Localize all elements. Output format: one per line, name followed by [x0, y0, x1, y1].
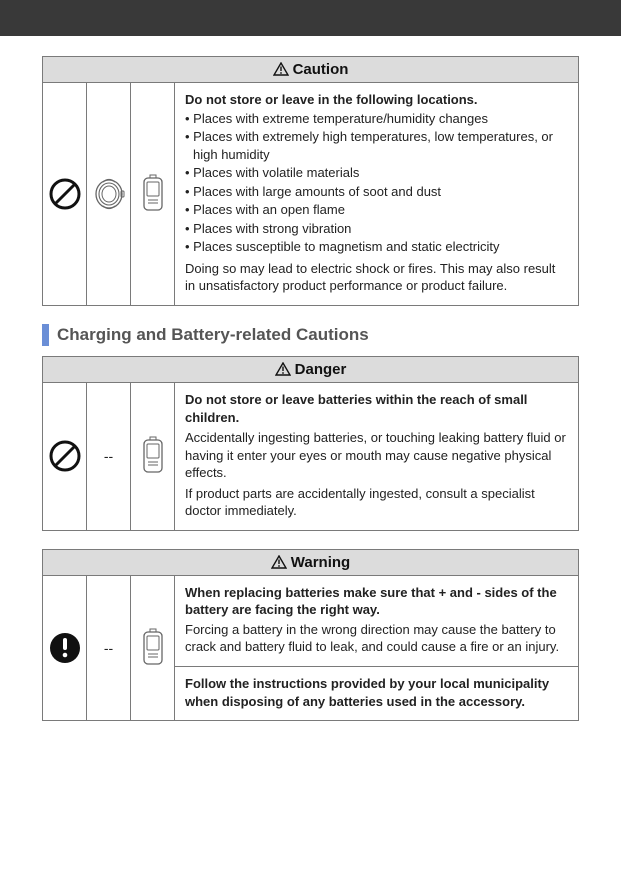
danger-content: Do not store or leave batteries within t… [175, 383, 579, 531]
caution-bullet: Places with strong vibration [185, 220, 568, 238]
caution-content: Do not store or leave in the following l… [175, 83, 579, 306]
warning-body1: Forcing a battery in the wrong direction… [185, 621, 568, 656]
warning-triangle-icon [275, 362, 291, 376]
warning-table: Warning -- [42, 549, 579, 721]
caution-bullet: Places susceptible to magnetism and stat… [185, 238, 568, 256]
prohibit-icon [48, 439, 82, 473]
device-icon [140, 174, 166, 214]
mandatory-icon-cell [43, 575, 87, 720]
warning-header-text: Warning [291, 554, 350, 571]
warning-dash: -- [87, 575, 131, 720]
danger-header-text: Danger [295, 361, 347, 378]
watch-icon-cell [87, 83, 131, 306]
caution-header: Caution [43, 57, 579, 83]
device-icon-cell [131, 575, 175, 720]
page-content: Caution [0, 36, 621, 779]
warning-content-2: Follow the instructions provided by your… [175, 667, 579, 721]
caution-table: Caution [42, 56, 579, 306]
danger-body2: If product parts are accidentally ingest… [185, 485, 568, 520]
warning-content-1: When replacing batteries make sure that … [175, 575, 579, 666]
mandatory-icon [48, 631, 82, 665]
danger-table: Danger -- Do not stor [42, 356, 579, 531]
device-icon [140, 628, 166, 668]
caution-bullet: Places with an open flame [185, 201, 568, 219]
heading-accent-bar [42, 324, 49, 346]
watch-icon [92, 174, 126, 214]
section-heading: Charging and Battery-related Cautions [42, 324, 579, 346]
danger-intro: Do not store or leave batteries within t… [185, 392, 527, 425]
caution-bullet: Places with large amounts of soot and du… [185, 183, 568, 201]
warning-bold2: Follow the instructions provided by your… [185, 676, 549, 709]
device-icon-cell [131, 383, 175, 531]
caution-outro: Doing so may lead to electric shock or f… [185, 260, 568, 295]
section-heading-text: Charging and Battery-related Cautions [57, 325, 369, 345]
device-icon [140, 436, 166, 476]
top-bar [0, 0, 621, 36]
warning-bold1: When replacing batteries make sure that … [185, 585, 557, 618]
caution-bullet: Places with extreme temperature/humidity… [185, 110, 568, 128]
danger-header: Danger [43, 357, 579, 383]
caution-header-text: Caution [293, 61, 349, 78]
caution-bullet: Places with extremely high temperatures,… [185, 128, 568, 163]
prohibit-icon-cell [43, 83, 87, 306]
warning-triangle-icon [271, 555, 287, 569]
warning-triangle-icon [273, 62, 289, 76]
danger-body1: Accidentally ingesting batteries, or tou… [185, 429, 568, 482]
device-icon-cell [131, 83, 175, 306]
warning-header: Warning [43, 549, 579, 575]
prohibit-icon-cell [43, 383, 87, 531]
caution-intro: Do not store or leave in the following l… [185, 92, 478, 107]
prohibit-icon [48, 177, 82, 211]
danger-dash: -- [87, 383, 131, 531]
caution-bullet: Places with volatile materials [185, 164, 568, 182]
